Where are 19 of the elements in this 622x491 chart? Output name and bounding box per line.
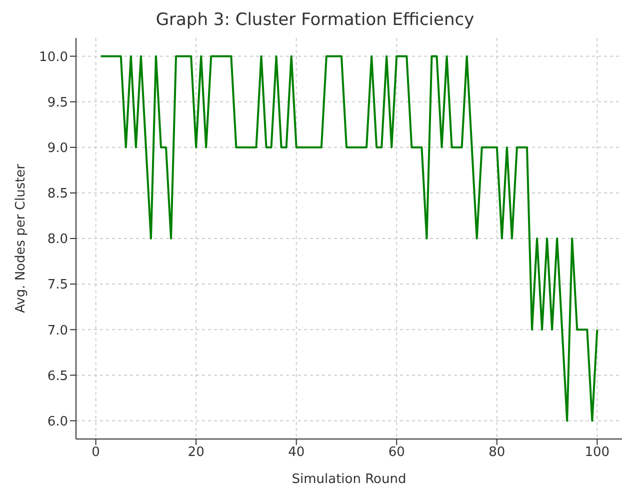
y-tick-label: 9.0	[47, 140, 68, 156]
line-series	[100, 55, 598, 422]
chart-title: Graph 3: Cluster Formation Efficiency	[154, 9, 476, 32]
y-tick-label: 8.5	[47, 186, 68, 202]
x-tick-label: 0	[92, 445, 100, 460]
y-tick-label: 8.0	[47, 232, 68, 248]
y-tick-label: 7.5	[47, 278, 68, 293]
y-tick-label: 7.0	[47, 323, 68, 338]
x-tick-label: 100	[584, 445, 610, 460]
y-tick-label: 6.5	[47, 368, 68, 384]
y-axis-title: Avg. Nodes per Cluster	[14, 163, 29, 314]
x-tick-label: 60	[388, 445, 405, 460]
y-tick-label: 9.5	[47, 95, 68, 110]
x-axis-title: Simulation Round	[292, 472, 406, 487]
x-tick-label: 20	[188, 445, 204, 460]
y-tick-label: 10.0	[39, 50, 68, 65]
x-tick-label: 40	[288, 445, 305, 460]
x-tick-label: 80	[488, 445, 506, 460]
y-tick-label: 6.0	[47, 414, 68, 430]
